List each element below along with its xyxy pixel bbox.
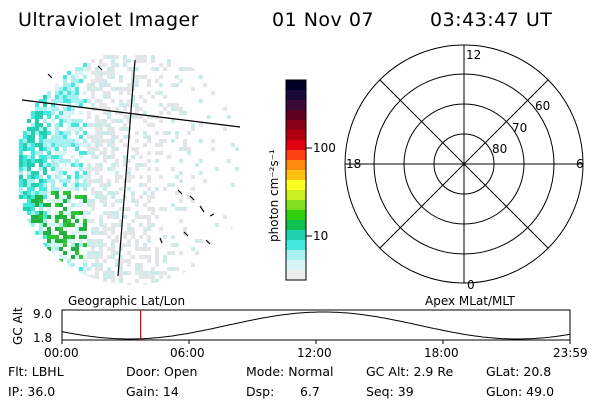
app-title: Ultraviolet Imager: [18, 9, 199, 31]
dsp-label: Dsp:: [246, 384, 274, 399]
color-bar-cell: [286, 210, 306, 221]
mlt-label-0: 0: [467, 278, 475, 292]
seq-readout: Seq: 39: [366, 384, 414, 399]
mlat-label-70: 70: [512, 121, 527, 135]
color-bar: 100 10 photon cm⁻²s⁻¹: [267, 79, 336, 281]
orbit-x-label-24: 23:59: [553, 346, 588, 360]
gain-readout: Gain: 14: [126, 384, 179, 399]
color-bar-cell: [286, 180, 306, 191]
color-bar-cell: [286, 140, 306, 151]
orbit-y-tick-1-8: 1.8: [33, 331, 52, 345]
mlat-label-60: 60: [535, 99, 550, 113]
longitude-gridline: [117, 59, 136, 277]
glat-readout: GLat: 20.8: [486, 364, 551, 379]
filter-readout: Flt: LBHL: [8, 364, 64, 379]
orbit-x-label-18: 18:00: [424, 346, 459, 360]
color-bar-cell: [286, 230, 306, 241]
polar-labels: 12 0 18 6 60 70 80: [346, 48, 584, 292]
orbit-x-label-0: 00:00: [44, 346, 79, 360]
color-bar-label: photon cm⁻²s⁻¹: [267, 149, 281, 242]
orbit-y-tick-9: 9.0: [33, 307, 52, 321]
color-bar-cell: [286, 80, 306, 91]
color-bar-tick-label-10: 10: [313, 229, 328, 243]
color-bar-cell: [286, 150, 306, 161]
uv-image-pixels: [19, 55, 239, 285]
color-bar-cell: [286, 90, 306, 101]
color-bar-cell: [286, 200, 306, 211]
color-bar-frame: [285, 79, 307, 281]
date-readout: 01 Nov 07: [272, 9, 374, 31]
color-bar-cell: [286, 110, 306, 121]
polar-grid: [344, 44, 584, 284]
color-bar-cell: [286, 220, 306, 231]
mlt-label-6: 6: [576, 157, 584, 171]
status-readouts: Flt: LBHL Door: Open Mode: Normal GC Alt…: [8, 364, 554, 399]
color-bar-tick-label-100: 100: [313, 141, 336, 155]
color-bar-cell: [286, 160, 306, 171]
mode-readout: Mode: Normal: [246, 364, 333, 379]
color-bar-cell: [286, 170, 306, 181]
color-bar-cell: [286, 190, 306, 201]
dsp-value: 6.7: [300, 384, 320, 399]
orbit-title-geographic: Geographic Lat/Lon: [68, 294, 185, 308]
door-readout: Door: Open: [126, 364, 197, 379]
ip-readout: IP: 36.0: [8, 384, 55, 399]
orbit-title-apex: Apex MLat/MLT: [425, 294, 515, 308]
mlt-label-18: 18: [346, 157, 361, 171]
glon-readout: GLon: 49.0: [486, 384, 554, 399]
orbit-altitude-curve: [61, 311, 571, 340]
orbit-y-label: GC Alt: [11, 307, 25, 345]
gc-alt-readout: GC Alt: 2.9 Re: [366, 364, 453, 379]
color-bar-cell: [286, 260, 306, 271]
color-bar-cell: [286, 120, 306, 131]
coastline-marks: [47, 65, 215, 245]
color-bar-cell: [286, 130, 306, 141]
mlat-label-80: 80: [492, 142, 507, 156]
mlt-label-12: 12: [466, 48, 481, 62]
orbit-plot-frame: [61, 309, 571, 341]
uv-image-panel: [19, 55, 241, 285]
color-bar-cell: [286, 250, 306, 261]
orbit-plot: Geographic Lat/Lon Apex MLat/MLT GC Alt …: [11, 294, 588, 360]
color-bar-cell: [286, 240, 306, 251]
orbit-x-label-12: 12:00: [297, 346, 332, 360]
color-bar-cell: [286, 270, 306, 281]
time-readout: 03:43:47 UT: [430, 9, 552, 31]
color-bar-cell: [286, 100, 306, 111]
orbit-x-label-6: 06:00: [170, 346, 205, 360]
polar-diagonal-b: [379, 79, 549, 249]
